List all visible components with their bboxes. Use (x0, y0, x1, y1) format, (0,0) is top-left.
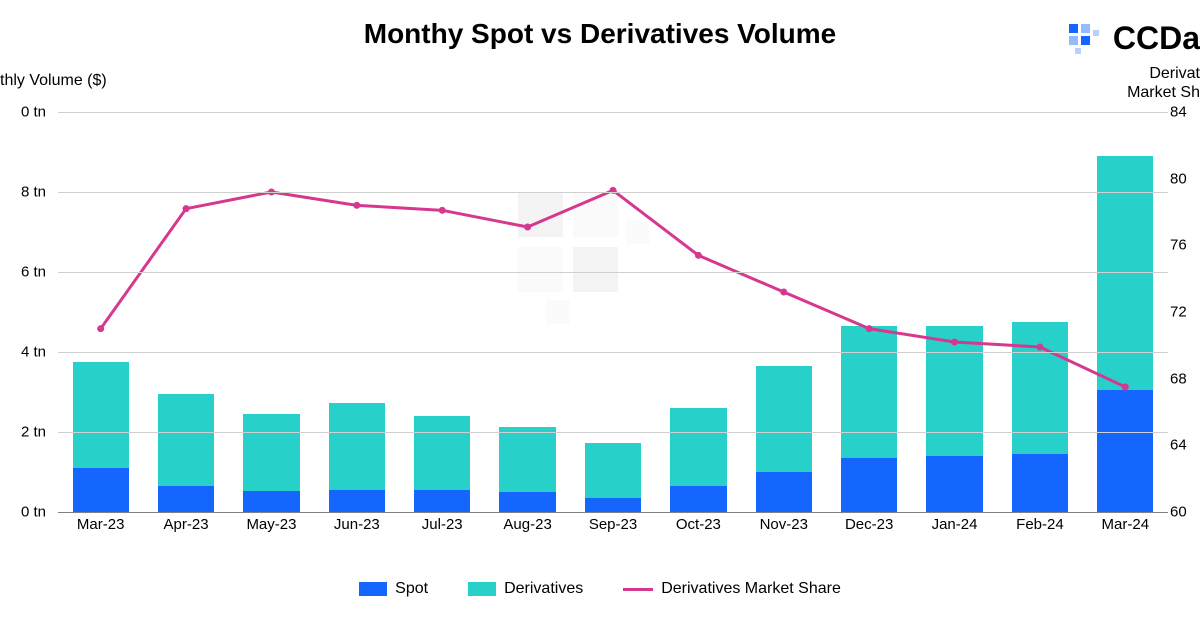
brand-logo: CCDa (1063, 18, 1200, 58)
x-tick-label: Apr-23 (164, 516, 209, 533)
y2-label-line1: Derivat (1149, 65, 1200, 82)
y2-axis-label: Derivat Market Sh (1127, 64, 1200, 102)
x-axis-labels: Mar-23 Apr-23 May-23 Jun-23 Jul-23 Aug-23 Sep-… (58, 516, 1168, 540)
y1-tick-label: 0 tn (21, 104, 46, 121)
market-share-point (183, 205, 190, 212)
y2-tick-label: 80 (1170, 170, 1187, 187)
y2-tick-label: 64 (1170, 437, 1187, 454)
x-tick-label: May-23 (246, 516, 296, 533)
y1-tick-label: 2 tn (21, 424, 46, 441)
gridline (58, 352, 1168, 353)
x-tick-label: Jan-24 (932, 516, 978, 533)
y1-tick-label: 4 tn (21, 344, 46, 361)
legend-share-label: Derivatives Market Share (661, 580, 841, 598)
y2-tick-label: 84 (1170, 104, 1187, 121)
y2-label-line2: Market Sh (1127, 84, 1200, 101)
y1-axis-label: thly Volume ($) (0, 72, 107, 90)
legend-spot-label: Spot (395, 580, 428, 598)
y2-tick-label: 76 (1170, 237, 1187, 254)
y1-tick-label: 6 tn (21, 264, 46, 281)
market-share-point (695, 252, 702, 259)
market-share-point (439, 207, 446, 214)
legend-spot-swatch (359, 582, 387, 596)
x-tick-label: Mar-24 (1102, 516, 1150, 533)
gridline (58, 272, 1168, 273)
y2-tick-container: 60646872768084 (1170, 112, 1200, 512)
legend: Spot Derivatives Derivatives Market Shar… (0, 580, 1200, 598)
market-share-point (524, 224, 531, 231)
y2-tick-label: 60 (1170, 504, 1187, 521)
market-share-point (780, 289, 787, 296)
legend-derivatives-label: Derivatives (504, 580, 583, 598)
x-tick-label: Nov-23 (760, 516, 808, 533)
market-share-point (97, 325, 104, 332)
gridline (58, 112, 1168, 113)
brand-icon (1063, 18, 1103, 58)
market-share-point (866, 325, 873, 332)
market-share-point (951, 339, 958, 346)
chart-title: Monthy Spot vs Derivatives Volume (0, 18, 1200, 50)
x-tick-label: Jun-23 (334, 516, 380, 533)
line-layer (58, 112, 1168, 512)
market-share-line (101, 190, 1126, 387)
y2-tick-label: 68 (1170, 370, 1187, 387)
market-share-point (1122, 384, 1129, 391)
brand-name: CCDa (1113, 20, 1200, 57)
gridline (58, 512, 1168, 513)
y2-tick-label: 72 (1170, 304, 1187, 321)
legend-derivatives: Derivatives (468, 580, 583, 598)
gridline (58, 192, 1168, 193)
legend-spot: Spot (359, 580, 428, 598)
y1-tick-label: 0 tn (21, 504, 46, 521)
x-tick-label: Feb-24 (1016, 516, 1064, 533)
legend-share: Derivatives Market Share (623, 580, 841, 598)
y1-tick-container: 0 tn2 tn4 tn6 tn8 tn0 tn (0, 112, 50, 512)
x-tick-label: Aug-23 (503, 516, 551, 533)
y1-tick-label: 8 tn (21, 184, 46, 201)
x-tick-label: Oct-23 (676, 516, 721, 533)
x-tick-label: Jul-23 (422, 516, 463, 533)
gridline (58, 432, 1168, 433)
x-tick-label: Mar-23 (77, 516, 125, 533)
market-share-point (353, 202, 360, 209)
market-share-point (1036, 344, 1043, 351)
x-tick-label: Sep-23 (589, 516, 637, 533)
chart-plot-area (58, 112, 1168, 512)
legend-derivatives-swatch (468, 582, 496, 596)
legend-share-line (623, 588, 653, 591)
x-tick-label: Dec-23 (845, 516, 893, 533)
